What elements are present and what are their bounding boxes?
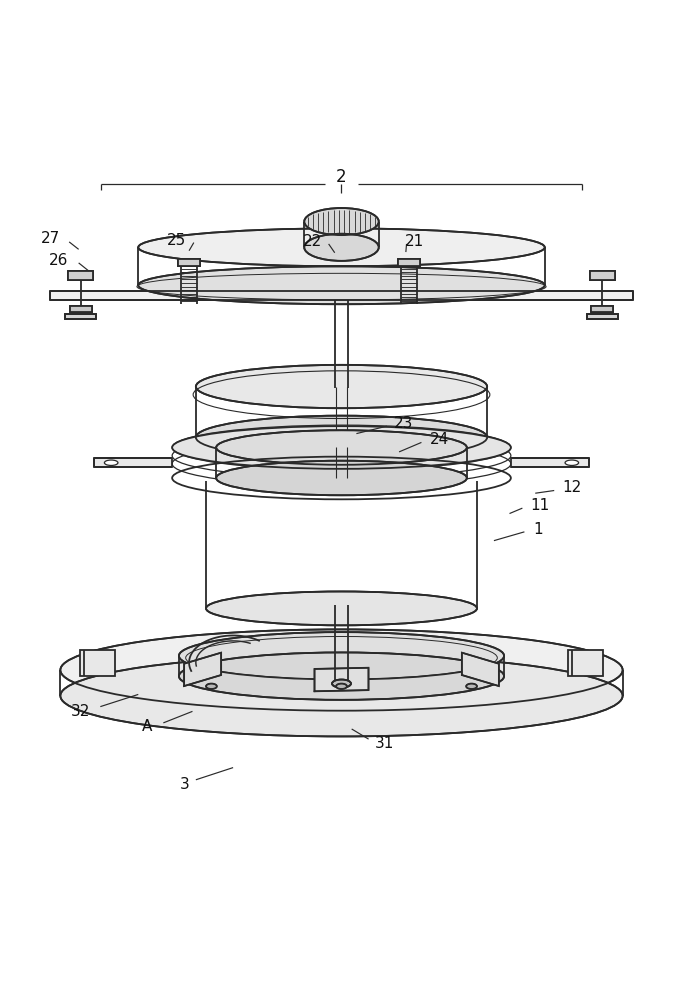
Ellipse shape	[196, 365, 487, 408]
Ellipse shape	[565, 460, 579, 465]
Bar	[68, 271, 93, 280]
Ellipse shape	[60, 655, 623, 736]
Ellipse shape	[172, 425, 511, 470]
Bar	[587, 314, 617, 319]
Bar	[568, 650, 603, 676]
Text: 23: 23	[393, 416, 413, 431]
Bar	[178, 259, 200, 266]
Ellipse shape	[206, 684, 217, 689]
Polygon shape	[50, 291, 633, 300]
Polygon shape	[70, 306, 92, 312]
Polygon shape	[178, 259, 200, 266]
Bar	[66, 314, 96, 319]
Ellipse shape	[179, 652, 504, 700]
Polygon shape	[587, 314, 617, 319]
Polygon shape	[591, 306, 613, 312]
Text: 26: 26	[49, 253, 69, 268]
Text: 31: 31	[374, 736, 394, 751]
Text: 11: 11	[531, 498, 550, 513]
Text: 25: 25	[167, 233, 186, 248]
Text: 2: 2	[336, 168, 347, 186]
Ellipse shape	[466, 684, 477, 689]
Ellipse shape	[217, 461, 466, 495]
Polygon shape	[398, 259, 420, 266]
Polygon shape	[314, 668, 369, 691]
Ellipse shape	[179, 632, 504, 680]
Ellipse shape	[138, 266, 545, 304]
Polygon shape	[590, 271, 615, 280]
Ellipse shape	[304, 208, 379, 235]
Polygon shape	[462, 653, 499, 686]
Ellipse shape	[60, 629, 623, 711]
Text: 24: 24	[430, 432, 449, 447]
Text: 27: 27	[40, 231, 60, 246]
Ellipse shape	[104, 460, 118, 465]
Ellipse shape	[304, 234, 379, 261]
Ellipse shape	[332, 680, 351, 688]
Text: 3: 3	[180, 777, 189, 792]
Text: 22: 22	[303, 234, 322, 249]
Ellipse shape	[217, 430, 466, 465]
Polygon shape	[511, 458, 589, 467]
Bar	[398, 259, 420, 266]
Polygon shape	[68, 271, 93, 280]
Text: 12: 12	[562, 480, 581, 495]
Text: 32: 32	[71, 704, 90, 719]
Bar	[591, 306, 613, 312]
Text: 21: 21	[405, 234, 424, 249]
Polygon shape	[184, 653, 221, 686]
Bar	[70, 306, 92, 312]
Polygon shape	[66, 314, 96, 319]
Ellipse shape	[196, 416, 487, 459]
Ellipse shape	[336, 684, 347, 689]
Bar	[590, 271, 615, 280]
Bar	[80, 650, 115, 676]
Text: 1: 1	[533, 522, 543, 537]
Text: A: A	[142, 719, 152, 734]
Polygon shape	[94, 458, 172, 467]
Ellipse shape	[206, 591, 477, 625]
Ellipse shape	[138, 228, 545, 266]
